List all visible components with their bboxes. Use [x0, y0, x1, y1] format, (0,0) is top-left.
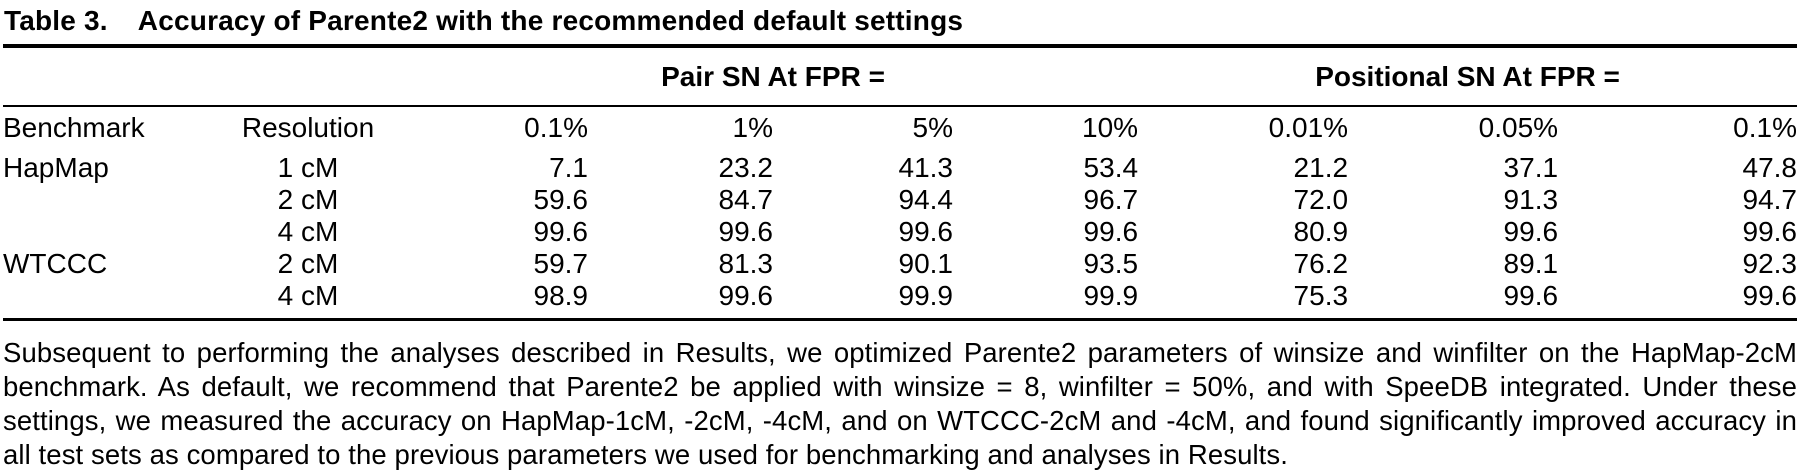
cell-benchmark: WTCCC	[3, 248, 108, 279]
cell-value: 92.3	[1742, 248, 1798, 279]
cell-value: 84.7	[718, 184, 774, 215]
cell-value: 99.6	[1503, 216, 1559, 247]
column-header-fpr-0-1pct-pos: 0.1%	[1733, 112, 1797, 143]
cell-value: 41.3	[898, 152, 954, 183]
table-row: 4 cM 99.6 99.6 99.6 99.6 80.9 99.6 99.6	[3, 216, 1797, 248]
cell-value: 94.4	[898, 184, 954, 215]
cell-value: 99.6	[898, 216, 954, 247]
cell-value: 99.6	[718, 216, 774, 247]
cell-value: 76.2	[1293, 248, 1349, 279]
cell-value: 80.9	[1293, 216, 1349, 247]
cell-value: 99.6	[533, 216, 589, 247]
table-title: Table 3. Accuracy of Parente2 with the re…	[3, 0, 1797, 48]
table-row: 2 cM 59.6 84.7 94.4 96.7 72.0 91.3 94.7	[3, 184, 1797, 216]
cell-value: 7.1	[549, 152, 588, 183]
group-header-pair-sn: Pair SN At FPR =	[408, 48, 1139, 107]
cell-value: 53.4	[1083, 152, 1139, 183]
table-number-label: Table 3.	[4, 5, 108, 36]
cell-resolution: 2 cM	[277, 184, 339, 215]
cell-value: 94.7	[1742, 184, 1798, 215]
cell-value: 99.6	[1742, 216, 1798, 247]
table-row: 4 cM 98.9 99.6 99.9 99.9 75.3 99.6 99.6	[3, 280, 1797, 321]
table-row: WTCCC 2 cM 59.7 81.3 90.1 93.5 76.2 89.1…	[3, 248, 1797, 280]
cell-resolution: 4 cM	[208, 280, 408, 321]
cell-resolution: 1 cM	[277, 152, 339, 183]
group-header-row: Pair SN At FPR = Positional SN At FPR =	[3, 48, 1797, 107]
column-header-row: Benchmark Resolution 0.1% 1% 5% 10% 0.01…	[3, 106, 1797, 152]
column-header-fpr-0-1pct: 0.1%	[524, 112, 588, 143]
cell-value: 47.8	[1742, 152, 1798, 183]
table-footnote: Subsequent to performing the analyses de…	[3, 337, 1797, 470]
column-header-benchmark: Benchmark	[3, 112, 145, 143]
cell-resolution: 2 cM	[277, 248, 339, 279]
column-header-resolution: Resolution	[241, 112, 375, 143]
cell-value: 96.7	[1083, 184, 1139, 215]
cell-resolution: 4 cM	[277, 216, 339, 247]
cell-benchmark	[3, 184, 208, 216]
column-header-fpr-0-01pct: 0.01%	[1268, 112, 1349, 143]
cell-value: 37.1	[1503, 152, 1559, 183]
group-header-positional-sn: Positional SN At FPR =	[1138, 48, 1797, 107]
column-header-fpr-5pct: 5%	[912, 112, 953, 143]
cell-value: 89.1	[1503, 248, 1559, 279]
column-header-fpr-0-05pct: 0.05%	[1478, 112, 1559, 143]
group-header-spacer	[3, 48, 408, 107]
cell-value: 99.6	[1348, 280, 1559, 321]
cell-benchmark	[3, 216, 208, 248]
table-caption: Accuracy of Parente2 with the recommende…	[137, 5, 964, 36]
cell-value: 91.3	[1503, 184, 1559, 215]
accuracy-table: Pair SN At FPR = Positional SN At FPR = …	[3, 48, 1797, 321]
cell-benchmark: HapMap	[3, 152, 109, 183]
cell-value: 23.2	[718, 152, 774, 183]
cell-value: 21.2	[1293, 152, 1349, 183]
cell-value: 99.9	[773, 280, 953, 321]
cell-value: 90.1	[898, 248, 954, 279]
cell-benchmark	[3, 280, 208, 321]
cell-value: 99.9	[953, 280, 1139, 321]
cell-value: 93.5	[1083, 248, 1139, 279]
cell-value: 99.6	[588, 280, 773, 321]
cell-value: 81.3	[718, 248, 774, 279]
cell-value: 59.6	[533, 184, 589, 215]
cell-value: 59.7	[533, 248, 589, 279]
cell-value: 99.6	[1558, 280, 1797, 321]
column-header-fpr-10pct: 10%	[1082, 112, 1139, 143]
cell-value: 75.3	[1138, 280, 1349, 321]
column-header-fpr-1pct: 1%	[732, 112, 773, 143]
cell-value: 98.9	[408, 280, 588, 321]
cell-value: 99.6	[1083, 216, 1139, 247]
cell-value: 72.0	[1293, 184, 1349, 215]
table-row: HapMap 1 cM 7.1 23.2 41.3 53.4 21.2 37.1…	[3, 152, 1797, 184]
